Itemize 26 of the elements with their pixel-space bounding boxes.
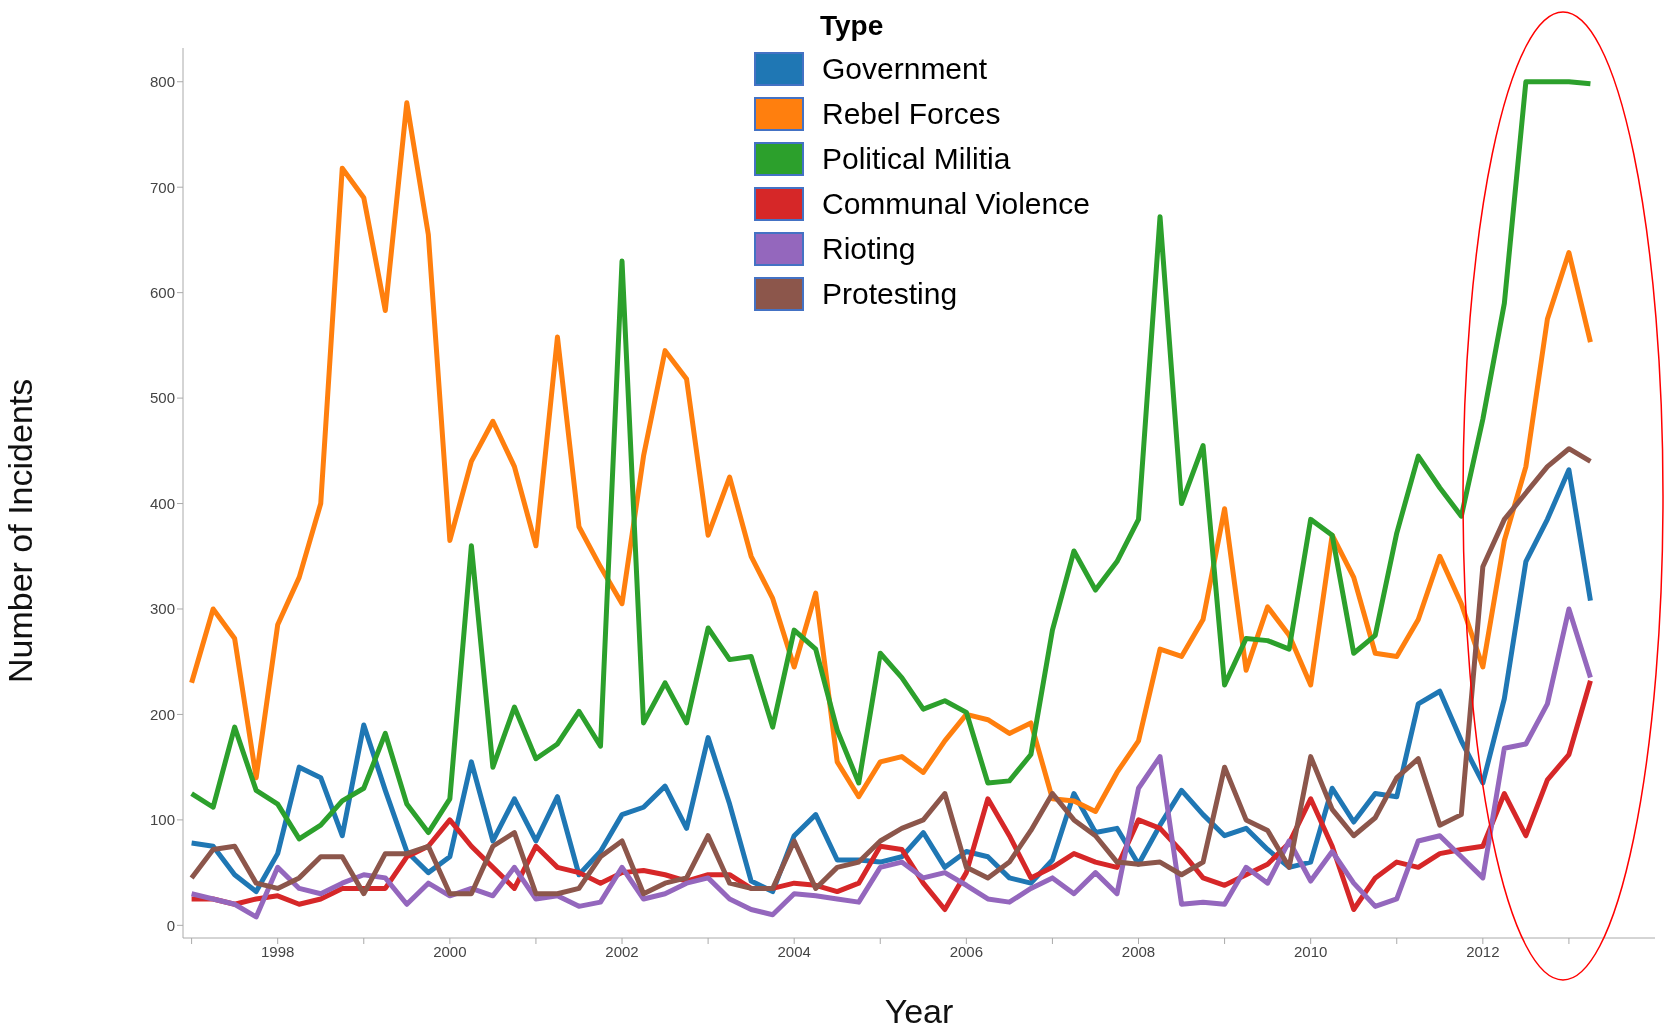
y-tick-label: 400 — [149, 494, 175, 512]
legend-label: Rioting — [822, 231, 916, 266]
x-tick-label: 2004 — [777, 942, 811, 960]
x-tick-label: 2010 — [1293, 942, 1328, 960]
y-axis-title: Number of Incidents — [1, 378, 40, 683]
legend-title: Type — [820, 10, 885, 42]
x-tick-label: 2000 — [433, 942, 467, 960]
x-tick-label: 2012 — [1466, 942, 1500, 960]
y-tick-label: 200 — [149, 705, 175, 723]
x-tick-label: 2002 — [605, 942, 639, 960]
y-tick-label: 600 — [149, 283, 175, 301]
x-tick-label: 2008 — [1121, 942, 1156, 960]
legend-label: Communal Violence — [822, 186, 1090, 221]
x-tick-label: 2006 — [949, 942, 984, 960]
x-axis-title: Year — [884, 992, 954, 1030]
y-tick-label: 500 — [149, 389, 175, 407]
legend-label: Political Militia — [822, 141, 1011, 176]
y-tick-label: 300 — [149, 600, 175, 618]
x-tick-label: 1998 — [261, 942, 295, 960]
y-tick-label: 800 — [149, 73, 175, 91]
y-tick-label: 0 — [166, 916, 175, 934]
y-tick-label: 700 — [149, 178, 175, 196]
legend-label: Rebel Forces — [822, 96, 1001, 131]
legend-label: Protesting — [822, 276, 958, 311]
y-tick-label: 100 — [149, 811, 175, 829]
legend-label: Government — [822, 51, 988, 86]
